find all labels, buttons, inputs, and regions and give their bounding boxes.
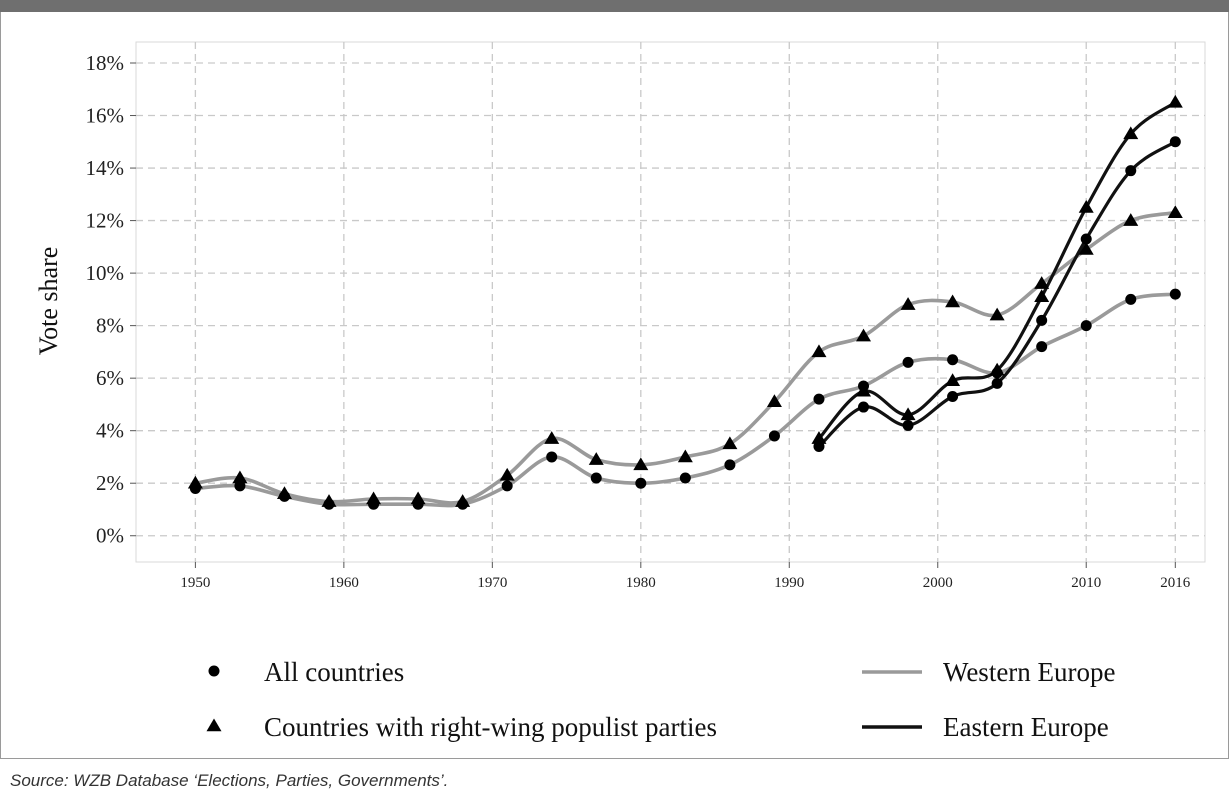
western-europe-all-point [234,480,246,492]
y-tick-label: 0% [96,524,124,548]
western-europe-rwp-point [856,328,872,342]
x-tick-label: 1950 [180,575,210,591]
grid-lines [135,41,1206,563]
western-europe-rwp-point [989,307,1005,321]
eastern-europe-all-point [1036,314,1048,326]
legend-triangle-symbol [206,718,222,732]
series-markers [187,94,1183,510]
legend: All countries Countries with right-wing p… [206,657,1116,742]
x-tick-label: 1960 [329,575,359,591]
top-bar [0,0,1229,12]
y-tick-label: 2% [96,471,124,495]
western-europe-all-point [457,498,469,510]
western-europe-all-point [768,430,780,442]
eastern-europe-rwp-point [1123,126,1139,140]
x-tick-label: 1970 [477,575,507,591]
y-tick-label: 6% [96,366,124,390]
axes: 0% 2% 4% 6% 8% 10% 12% 14% 16% 18% 1950 1960 1970 198… [86,51,1191,591]
eastern-europe-all-point [902,419,914,431]
eastern-europe-rwp-point [989,362,1005,376]
legend-label: Eastern Europe [943,712,1109,742]
eastern-europe-all-point [1125,165,1137,177]
y-tick-label: 4% [96,419,124,443]
y-axis-title: Vote share [34,247,63,356]
eastern-europe-all-point [991,377,1003,389]
y-tick-label: 10% [86,261,125,285]
western-europe-rwp-point [499,467,515,481]
x-tick-label: 2016 [1160,575,1191,591]
series-lines [193,100,1178,508]
western-europe-rwp-point [766,394,782,408]
western-europe-all-point [902,356,914,368]
western-europe-all-point [635,477,647,489]
western-europe-rwp-point [1123,213,1139,226]
eastern-europe-all-point [947,391,959,403]
eastern-europe-all-line [817,140,1177,448]
western-europe-all-point [501,480,513,492]
western-europe-all-point [546,451,558,463]
source-note: Source: WZB Database ‘Elections, Parties… [10,771,449,790]
legend-label: Western Europe [943,657,1116,687]
plot-panel [135,41,1206,563]
western-europe-rwp-point [722,436,738,450]
western-europe-all-point [412,498,424,510]
eastern-europe-rwp-point [1034,289,1050,302]
vote-share-chart: 0% 2% 4% 6% 8% 10% 12% 14% 16% 18% 1950 1960 1970 198… [34,41,1206,742]
western-europe-all-point [189,482,201,494]
western-europe-all-point [323,498,335,510]
eastern-europe-rwp-point [856,383,872,397]
eastern-europe-rwp-line [817,100,1177,441]
western-europe-rwp-point [544,431,560,444]
eastern-europe-all-point [1080,233,1092,245]
western-europe-all-point [1080,320,1092,332]
legend-circle-symbol [208,665,220,677]
eastern-europe-rwp-point [945,373,961,387]
x-tick-label: 2000 [923,575,953,591]
y-tick-label: 8% [96,314,124,338]
western-europe-rwp-point [232,470,248,484]
western-europe-all-point [368,498,380,510]
eastern-europe-all-point [1169,136,1181,148]
x-tick-label: 1990 [774,575,804,591]
y-tick-label: 12% [86,209,125,233]
western-europe-all-point [679,472,691,484]
western-europe-rwp-point [900,297,916,310]
eastern-europe-rwp-point [900,407,916,421]
western-europe-all-point [1125,293,1137,305]
western-europe-rwp-point [588,452,604,465]
western-europe-rwp-point [1078,241,1094,255]
western-europe-all-point [278,490,290,502]
legend-label: All countries [264,657,404,687]
x-tick-label: 2010 [1071,575,1101,591]
western-europe-all-point [724,459,736,471]
western-europe-rwp-point [1167,205,1183,218]
legend-label: Countries with right-wing populist parti… [264,712,717,742]
western-europe-rwp-point [945,294,961,308]
western-europe-all-point [1036,341,1048,353]
western-europe-all-point [813,393,825,405]
y-tick-label: 14% [86,156,125,180]
eastern-europe-all-point [813,440,825,452]
y-tick-label: 18% [86,51,125,75]
eastern-europe-rwp-point [1167,94,1183,108]
western-europe-rwp-point [811,344,827,358]
x-tick-label: 1980 [626,575,656,591]
y-tick-label: 16% [86,104,125,128]
eastern-europe-rwp-point [811,431,827,444]
western-europe-rwp-point [1034,276,1050,289]
western-europe-rwp-point [677,449,693,463]
western-europe-all-point [947,354,959,366]
eastern-europe-all-point [858,401,870,413]
western-europe-all-point [1169,288,1181,300]
western-europe-all-point [590,472,602,484]
western-europe-rwp-point [633,457,649,471]
eastern-europe-rwp-point [1078,199,1094,213]
